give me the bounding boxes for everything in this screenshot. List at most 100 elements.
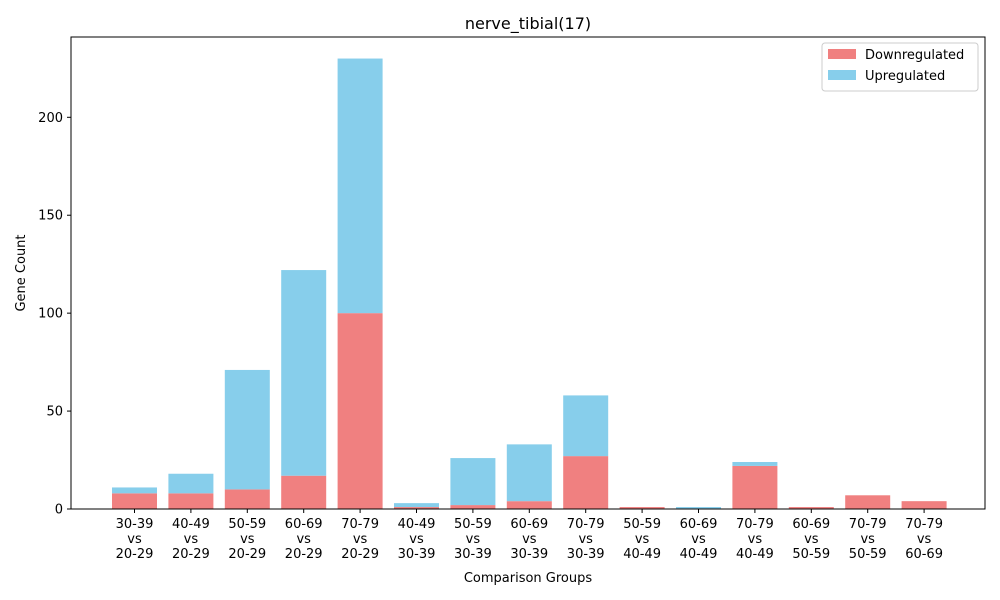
legend-label-downregulated: Downregulated <box>865 48 964 63</box>
bar-upregulated-10 <box>676 507 721 509</box>
x-tick-label-line: 70-79 <box>341 517 379 532</box>
bar-upregulated-7 <box>506 444 552 502</box>
bar-downregulated-12 <box>788 507 834 509</box>
x-tick-label-line: 70-79 <box>736 517 774 532</box>
x-tick-label-line: 20-29 <box>285 547 323 562</box>
x-tick-label: 30-39 vs 20-29 <box>116 517 154 562</box>
x-tick-label-line: 30-39 <box>510 547 548 562</box>
x-tick-label-line: 50-59 <box>228 517 266 532</box>
x-tick-label: 70-79 vs 40-49 <box>736 517 774 562</box>
x-tick-label-line: vs <box>127 532 142 547</box>
legend-label-upregulated: Upregulated <box>865 69 945 84</box>
x-tick-label: 50-59 vs 30-39 <box>454 517 492 562</box>
y-tick-label: 200 <box>38 111 63 126</box>
x-tick-label-line: 40-49 <box>623 547 661 562</box>
x-tick-label: 50-59 vs 20-29 <box>228 517 266 562</box>
x-tick-label-line: 70-79 <box>567 517 605 532</box>
x-tick-label-line: 50-59 <box>623 517 661 532</box>
x-tick-label-line: vs <box>691 532 706 547</box>
x-tick-label-line: vs <box>860 532 875 547</box>
y-axis-label: Gene Count <box>14 234 29 311</box>
bar-downregulated-13 <box>845 495 891 509</box>
bar-downregulated-7 <box>506 501 552 509</box>
plot-frame <box>70 36 986 510</box>
x-tick-label-line: 20-29 <box>172 547 210 562</box>
x-tick-label: 60-69 vs 50-59 <box>792 517 830 562</box>
bar-downregulated-6 <box>450 505 496 509</box>
x-tick-label-line: vs <box>240 532 255 547</box>
x-tick-label: 70-79 vs 50-59 <box>849 517 887 562</box>
bar-upregulated-3 <box>281 270 327 476</box>
bars-group <box>112 58 947 509</box>
bar-downregulated-3 <box>281 475 327 509</box>
x-tick-label-line: 60-69 <box>905 547 943 562</box>
bar-upregulated-5 <box>394 503 439 508</box>
x-tick-label-line: vs <box>296 532 311 547</box>
x-tick-label-line: 60-69 <box>510 517 548 532</box>
x-tick-label: 70-79 vs 60-69 <box>905 517 943 562</box>
x-tick-label: 60-69 vs 30-39 <box>510 517 548 562</box>
x-axis-label: Comparison Groups <box>464 571 593 586</box>
bar-upregulated-6 <box>450 458 496 506</box>
bar-upregulated-0 <box>112 487 157 494</box>
legend: Downregulated Upregulated <box>821 42 979 92</box>
bar-upregulated-2 <box>224 369 270 490</box>
x-tick-label-line: vs <box>804 532 819 547</box>
x-tick-label-line: 60-69 <box>792 517 830 532</box>
bar-downregulated-5 <box>394 507 439 509</box>
x-tick-label-line: 30-39 <box>567 547 605 562</box>
legend-swatch-downregulated <box>828 49 856 59</box>
x-tick-label-line: vs <box>578 532 593 547</box>
x-tick-label-line: vs <box>917 532 932 547</box>
x-tick-label: 60-69 vs 20-29 <box>285 517 323 562</box>
x-tick-label-line: 30-39 <box>398 547 436 562</box>
x-tick-label-line: 40-49 <box>680 547 718 562</box>
bar-upregulated-4 <box>337 58 383 314</box>
x-tick-label-line: 50-59 <box>792 547 830 562</box>
bar-downregulated-11 <box>732 465 778 509</box>
x-tick-label: 70-79 vs 20-29 <box>341 517 379 562</box>
y-tick-label: 150 <box>38 209 63 224</box>
x-tick-label-line: 30-39 <box>454 547 492 562</box>
y-tick-label: 100 <box>38 307 63 322</box>
x-tick-label-line: 40-49 <box>736 547 774 562</box>
x-tick-label-line: 70-79 <box>905 517 943 532</box>
x-tick-label-line: 50-59 <box>454 517 492 532</box>
legend-box <box>821 42 979 92</box>
x-tick-label-line: 60-69 <box>680 517 718 532</box>
bar-downregulated-14 <box>901 501 947 509</box>
x-tick-label-line: 50-59 <box>849 547 887 562</box>
y-tick-label: 0 <box>55 503 63 518</box>
x-tick-label-line: vs <box>353 532 368 547</box>
bar-upregulated-1 <box>168 473 214 494</box>
x-tick-label: 40-49 vs 30-39 <box>398 517 436 562</box>
bar-downregulated-1 <box>168 493 214 509</box>
chart-title: nerve_tibial(17) <box>465 14 591 34</box>
x-tick-label-line: vs <box>635 532 650 547</box>
x-tick-label-line: 40-49 <box>398 517 436 532</box>
x-tick-label-line: vs <box>522 532 537 547</box>
x-tick-label-line: vs <box>184 532 199 547</box>
x-tick-label-line: 20-29 <box>116 547 154 562</box>
bar-downregulated-4 <box>337 313 383 509</box>
x-tick-label-line: 40-49 <box>172 517 210 532</box>
bar-downregulated-9 <box>619 507 665 509</box>
x-tick-label-line: vs <box>466 532 481 547</box>
x-tick-label: 50-59 vs 40-49 <box>623 517 661 562</box>
x-tick-label-line: 20-29 <box>228 547 266 562</box>
x-tick-label-line: vs <box>409 532 424 547</box>
x-tick-label-line: vs <box>748 532 763 547</box>
bar-upregulated-8 <box>563 395 609 457</box>
bar-downregulated-0 <box>112 493 157 509</box>
bar-upregulated-11 <box>732 461 778 466</box>
legend-swatch-upregulated <box>828 70 856 80</box>
bar-downregulated-8 <box>563 456 609 509</box>
x-tick-label: 60-69 vs 40-49 <box>680 517 718 562</box>
x-tick-label-line: 60-69 <box>285 517 323 532</box>
x-tick-label-line: 70-79 <box>849 517 887 532</box>
y-tick-label: 50 <box>46 405 63 420</box>
x-tick-label-line: 20-29 <box>341 547 379 562</box>
x-tick-label: 40-49 vs 20-29 <box>172 517 210 562</box>
